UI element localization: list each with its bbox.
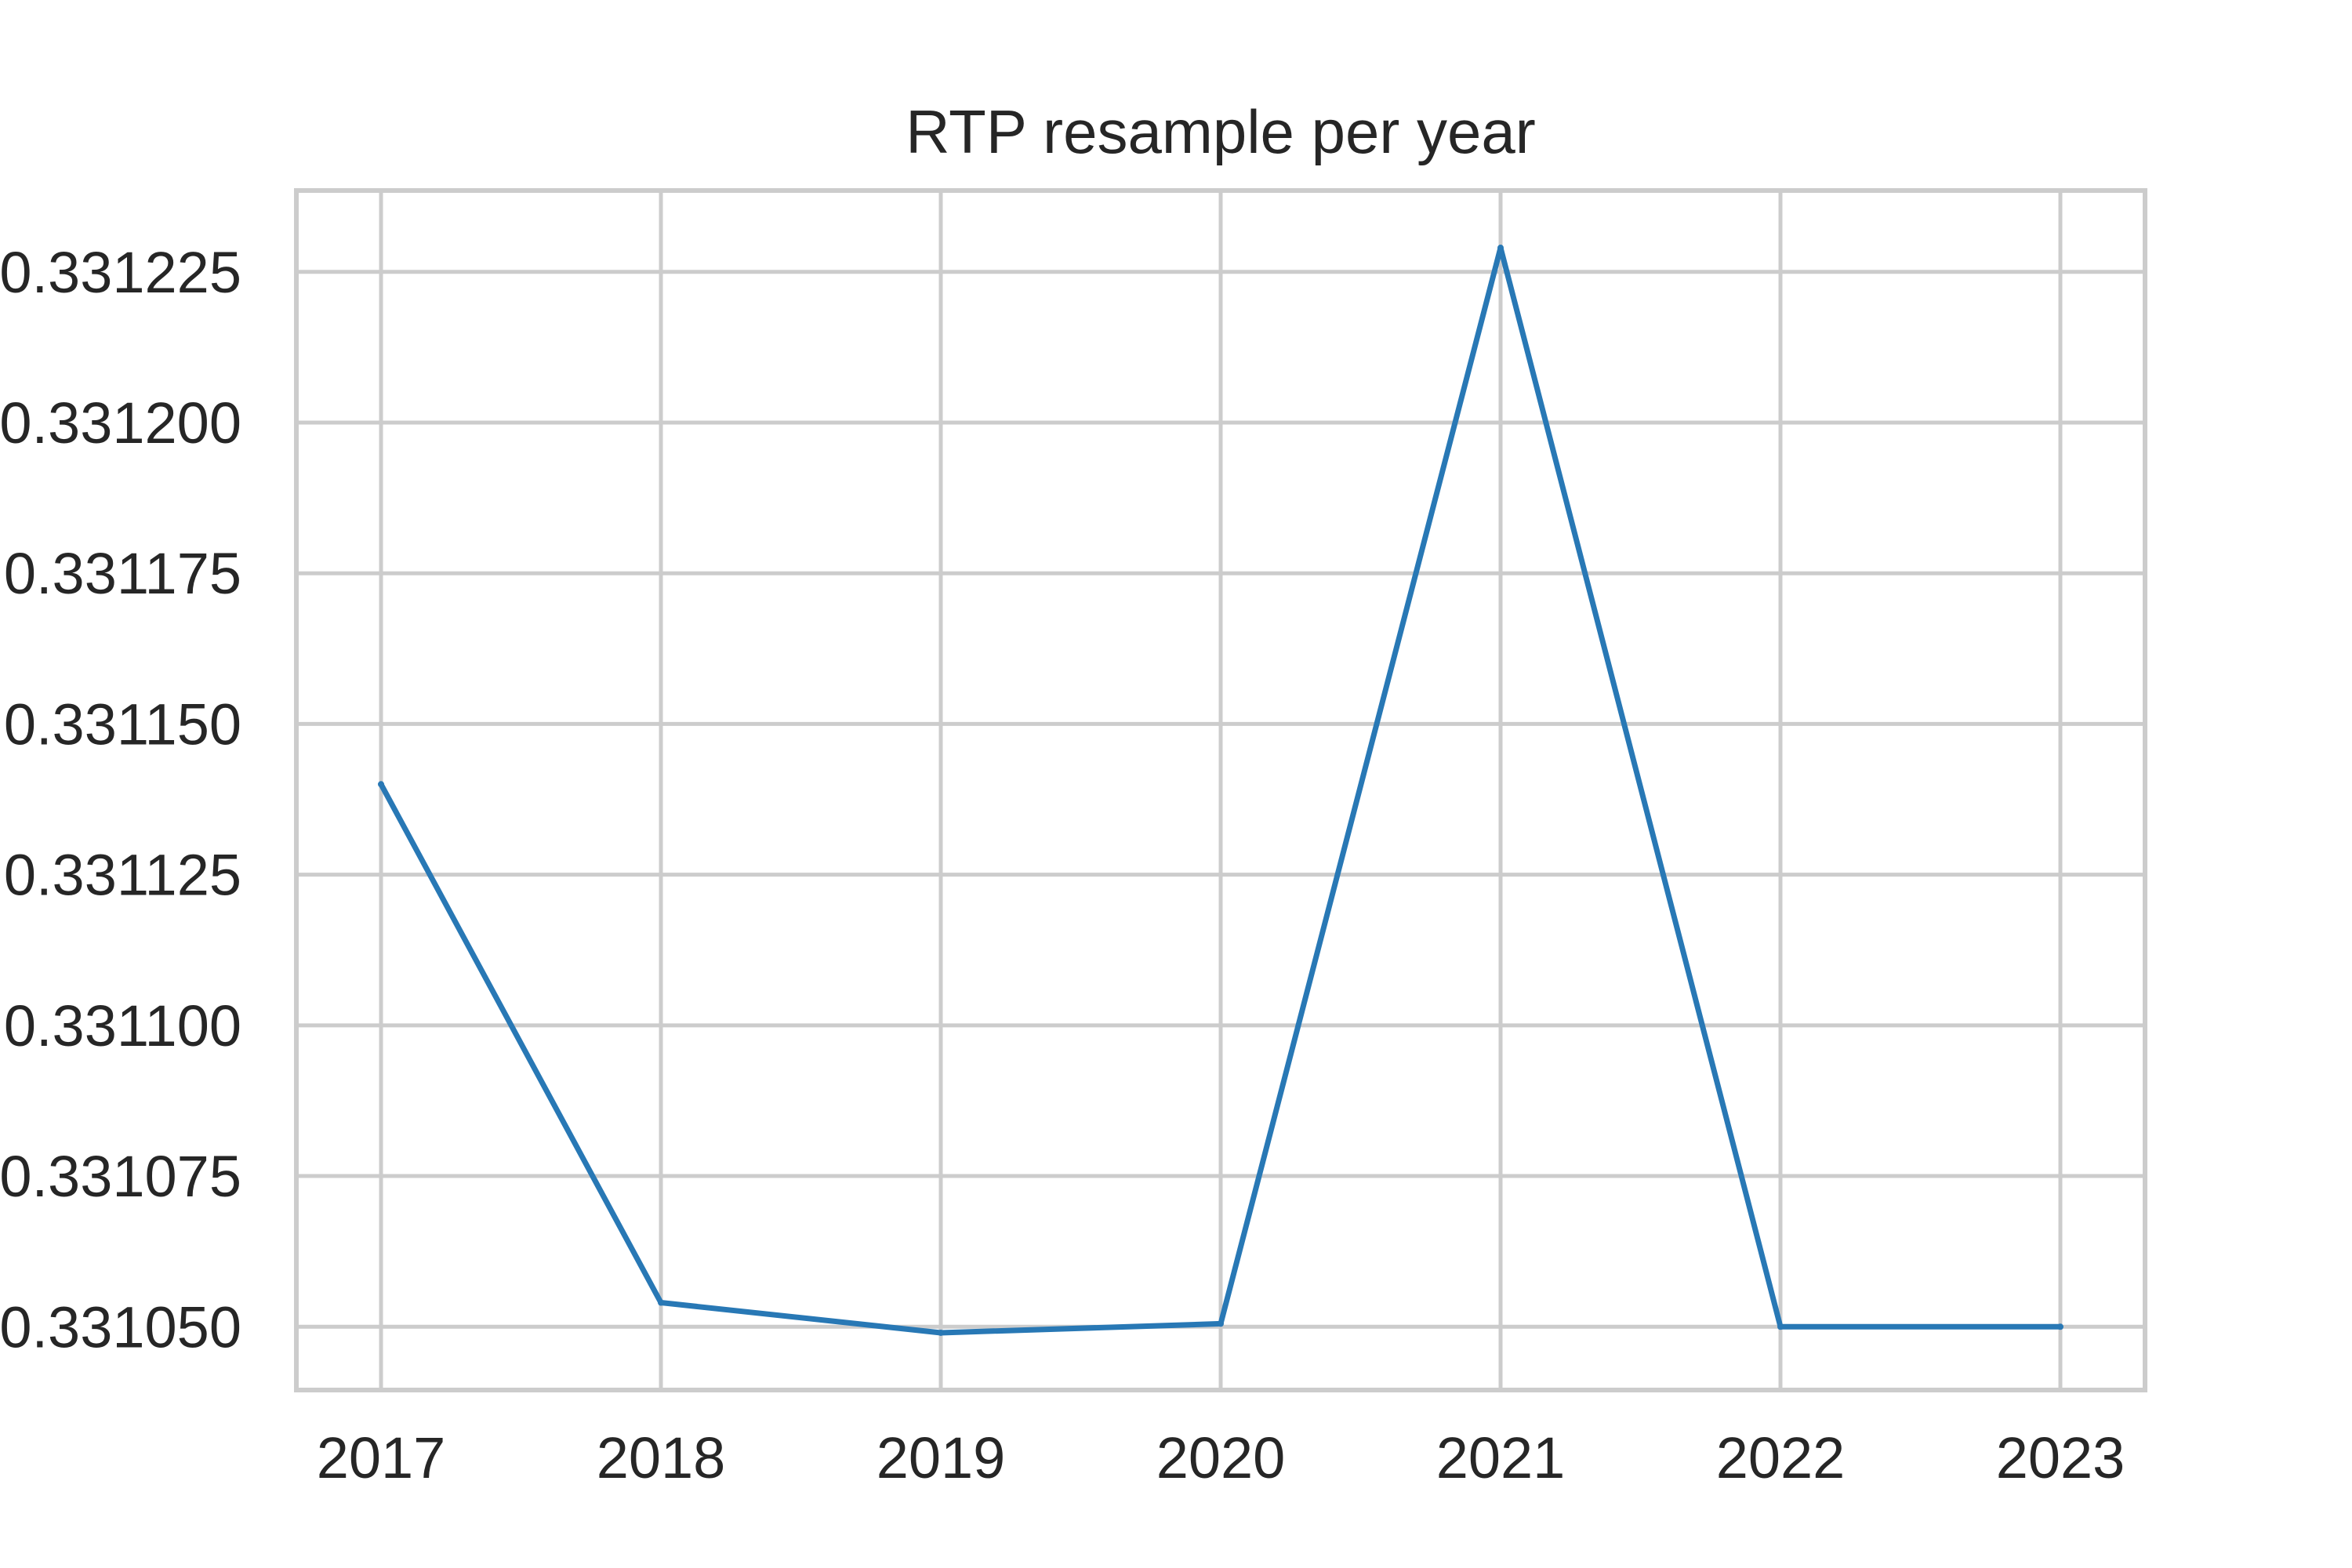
x-tick-label: 2019: [877, 1425, 1006, 1490]
data-point: [658, 1299, 664, 1306]
y-tick-label: 0.331225: [0, 240, 241, 305]
data-point: [1218, 1320, 1224, 1327]
y-tick-label: 0.331175: [4, 541, 241, 606]
y-tick-label: 0.331125: [4, 843, 241, 908]
x-tick-label: 2022: [1716, 1425, 1846, 1490]
data-point: [378, 781, 384, 788]
axes: 0.331050 0.331075 0.331100 0.331125 0.331150…: [0, 188, 2147, 1490]
y-tick-label: 0.331075: [0, 1144, 241, 1209]
y-tick-label: 0.331050: [0, 1294, 241, 1359]
x-tick-label: 2020: [1156, 1425, 1286, 1490]
series-layer: [378, 245, 2063, 1336]
data-point: [2057, 1323, 2063, 1330]
y-tick-label: 0.331100: [4, 993, 241, 1058]
data-point: [1777, 1323, 1784, 1330]
x-tick-label: 2021: [1436, 1425, 1566, 1490]
y-tick-label: 0.331150: [4, 691, 241, 757]
data-point: [1497, 245, 1504, 252]
data-point: [938, 1329, 944, 1336]
grid-lines: [296, 191, 2145, 1390]
chart-title: RTP resample per year: [906, 97, 1535, 166]
plot-frame: [294, 188, 2147, 1392]
x-tick-label: 2023: [1996, 1425, 2125, 1490]
x-tick-label: 2017: [317, 1425, 446, 1490]
y-tick-label: 0.331200: [0, 390, 241, 456]
x-tick-label: 2018: [597, 1425, 726, 1490]
